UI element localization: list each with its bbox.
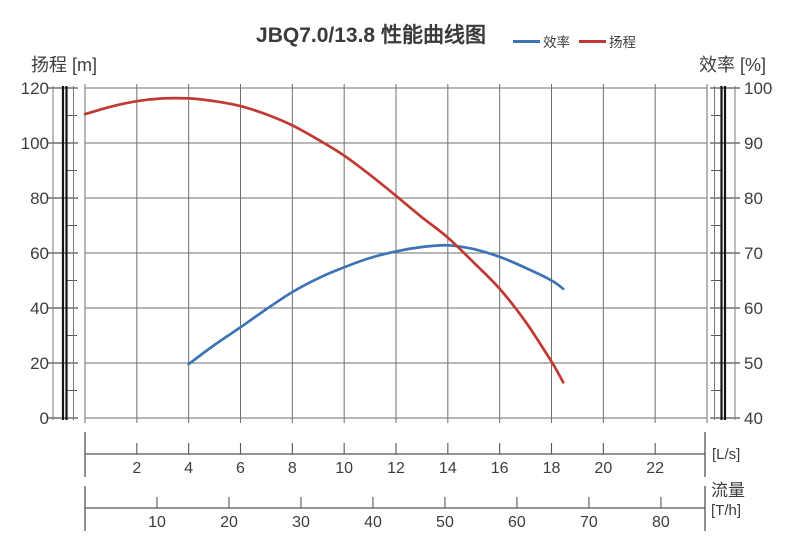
- legend-line-swatch: [513, 39, 540, 43]
- right-axis-tick-label: 40: [744, 409, 763, 428]
- chart-legend: 效率 扬程: [513, 31, 636, 51]
- right-axis-tick-label: 70: [744, 244, 763, 263]
- right-axis-tick-label: 80: [744, 189, 763, 208]
- th-axis-tick-label: 40: [364, 514, 382, 531]
- legend-line-swatch: [579, 39, 606, 43]
- th-axis-tick-label: 20: [220, 514, 238, 531]
- left-axis-tick-label: 20: [30, 354, 49, 373]
- left-axis-tick-label: 120: [21, 79, 49, 98]
- ls-axis-tick-label: 10: [335, 460, 353, 477]
- efficiency-curve: [187, 243, 565, 366]
- ls-axis-tick-label: 18: [543, 460, 561, 477]
- head-curve: [83, 96, 565, 384]
- flow-axis-label: 流量: [711, 481, 745, 500]
- ls-axis-tick-label: 14: [439, 460, 457, 477]
- th-axis-tick-label: 70: [580, 514, 598, 531]
- flow-unit-ls-label: [L/s]: [712, 446, 741, 463]
- right-axis-tick-label: 100: [744, 79, 772, 98]
- left-axis-tick-label: 40: [30, 299, 49, 318]
- right-axis-tick-label: 50: [744, 354, 763, 373]
- legend-item-head: 扬程: [579, 31, 636, 51]
- ls-axis-tick-label: 22: [646, 460, 664, 477]
- chart-title: JBQ7.0/13.8 性能曲线图: [256, 24, 486, 47]
- right-axis-label: 效率 [%]: [699, 55, 767, 75]
- th-axis-tick-label: 30: [292, 514, 310, 531]
- right-axis-tick-label: 60: [744, 299, 763, 318]
- legend-item-label: 效率: [543, 35, 570, 50]
- ls-axis-tick-label: 4: [184, 460, 193, 477]
- ls-axis-tick-label: 6: [236, 460, 245, 477]
- th-axis-tick-label: 50: [436, 514, 454, 531]
- ls-axis-tick-label: 16: [491, 460, 509, 477]
- ls-axis-tick-label: 8: [288, 460, 297, 477]
- left-axis-tick-label: 80: [30, 189, 49, 208]
- th-axis-tick-label: 80: [652, 514, 670, 531]
- left-axis-tick-label: 60: [30, 244, 49, 263]
- th-axis-tick-label: 60: [508, 514, 526, 531]
- left-axis-tick-label: 0: [40, 409, 49, 428]
- ls-axis-tick-label: 12: [387, 460, 405, 477]
- legend-item-efficiency: 效率: [513, 31, 570, 51]
- flow-unit-th-label: [T/h]: [711, 502, 742, 519]
- right-axis-tick-label: 90: [744, 134, 763, 153]
- ls-axis-tick-label: 20: [594, 460, 612, 477]
- th-axis-tick-label: 10: [148, 514, 166, 531]
- legend-item-label: 扬程: [609, 35, 636, 50]
- left-axis-label: 扬程 [m]: [31, 55, 97, 75]
- ls-axis-tick-label: 2: [132, 460, 141, 477]
- left-axis-tick-label: 100: [21, 134, 49, 153]
